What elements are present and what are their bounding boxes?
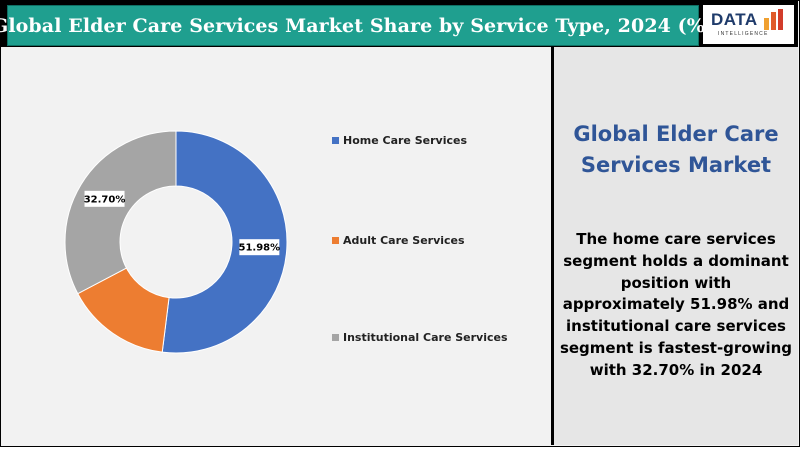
side-panel: Global Elder Care Services Market The ho… <box>554 47 798 445</box>
legend-item-institutional-care-services: Institutional Care Services <box>332 331 508 344</box>
legend-swatch <box>332 334 339 341</box>
data-label-home-care-services: 51.98% <box>239 239 281 256</box>
data-label-text: 32.70% <box>84 194 126 205</box>
legend-label: Adult Care Services <box>343 234 465 247</box>
brand-logo: DATA INTELLIGENCE <box>703 5 794 44</box>
bar-chart-icon <box>764 9 783 30</box>
legend-label: Institutional Care Services <box>343 331 508 344</box>
legend-label: Home Care Services <box>343 134 467 147</box>
legend-swatch <box>332 237 339 244</box>
data-label-institutional-care-services: 32.70% <box>84 190 126 207</box>
chart-title: Global Elder Care Services Market Share … <box>0 14 715 37</box>
slice-home-care-services <box>161 130 288 354</box>
donut-chart: 51.98% 32.70% Home Care Services Adult Care… <box>64 130 508 354</box>
chart-area: 51.98% 32.70% Home Care Services Adult Care… <box>1 47 550 445</box>
panel-divider <box>551 47 554 445</box>
data-label-text: 51.98% <box>239 243 281 254</box>
slice-institutional-care-services <box>64 130 177 295</box>
legend-swatch <box>332 137 339 144</box>
logo-wordmark: DATA <box>711 10 758 29</box>
logo-tagline: INTELLIGENCE <box>718 31 769 37</box>
header-bar: Global Elder Care Services Market Share … <box>0 1 798 47</box>
legend-item-home-care-services: Home Care Services <box>332 134 467 147</box>
side-panel-description: The home care services segment holds a d… <box>559 230 793 379</box>
data-label-box <box>84 190 125 207</box>
title-banner: Global Elder Care Services Market Share … <box>0 5 714 46</box>
side-panel-title: Global Elder Care Services Market <box>573 122 779 177</box>
legend-item-adult-care-services: Adult Care Services <box>332 234 465 247</box>
data-label-box <box>239 239 280 256</box>
